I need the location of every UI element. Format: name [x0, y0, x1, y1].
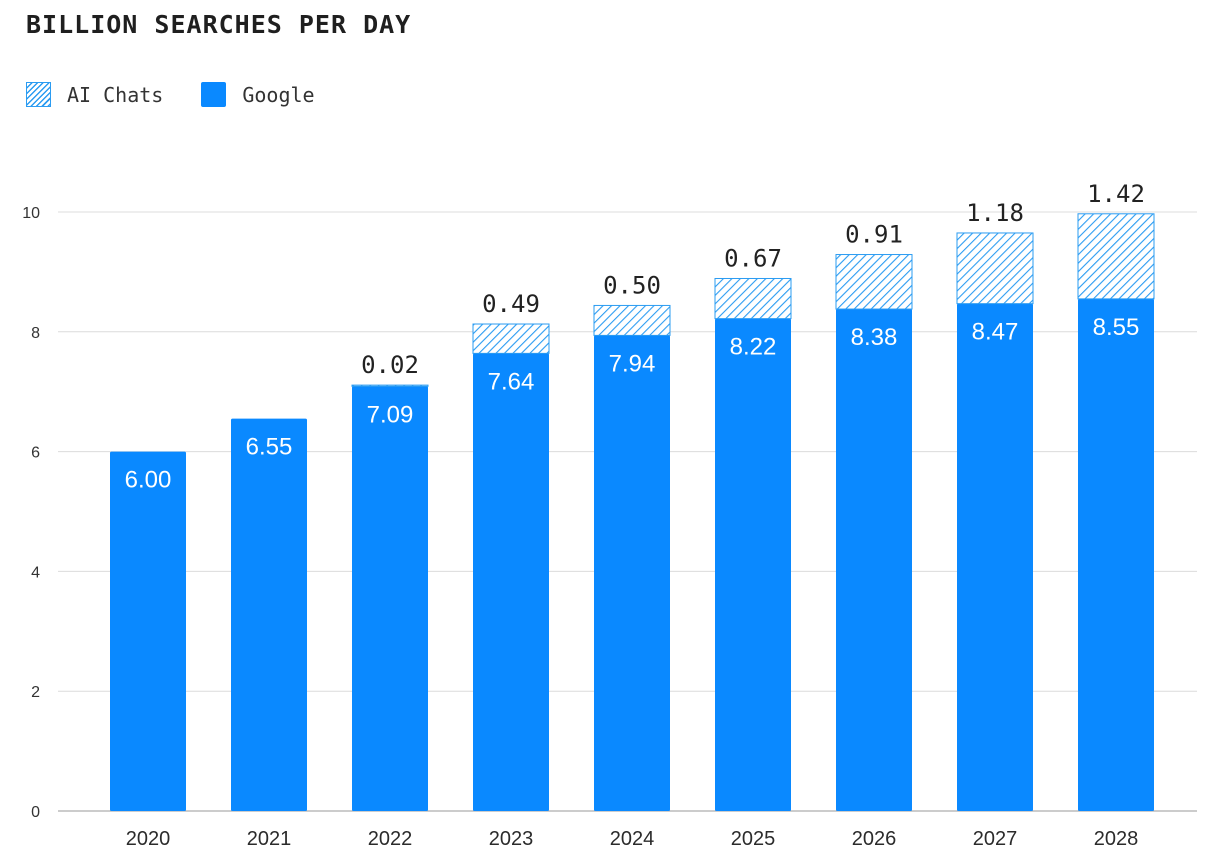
x-tick-label-2027: 2027: [973, 828, 1018, 850]
bar-ai-chats-2027: [956, 232, 1034, 305]
bar-google-2026: [836, 309, 912, 811]
x-tick-label-2026: 2026: [852, 828, 897, 850]
data-label-google-2026: 8.38: [851, 324, 898, 351]
data-label-ai-chats-2025: 0.67: [724, 244, 782, 272]
bar-ai-chats-2023: [472, 323, 550, 354]
data-label-google-2022: 7.09: [367, 401, 414, 428]
data-label-ai-chats-2022: 0.02: [361, 351, 419, 379]
legend-label-google: Google: [242, 82, 315, 107]
y-tick-label-4: 4: [31, 564, 40, 581]
legend-swatch-ai-chats: [26, 82, 51, 107]
x-tick-label-2021: 2021: [247, 828, 292, 850]
bar-google-2025: [715, 318, 791, 811]
legend-label-ai-chats: AI Chats: [67, 82, 164, 107]
x-tick-label-2025: 2025: [731, 828, 776, 850]
x-axis: 2020 2021 2022 2023 2024 2025 2026 2027 2028: [126, 828, 1139, 850]
bar-google-2022: [352, 386, 428, 811]
bar-google-2020: [110, 451, 186, 811]
legend-swatch-google: [201, 82, 227, 107]
bar-ai-chats-2028: [1077, 213, 1155, 300]
y-tick-label-0: 0: [31, 804, 40, 821]
data-label-ai-chats-2026: 0.91: [845, 221, 903, 249]
legend: AI Chats Google: [26, 82, 353, 107]
data-label-ai-chats-2023: 0.49: [482, 290, 540, 318]
data-label-google-2024: 7.94: [609, 350, 656, 377]
data-label-ai-chats-2027: 1.18: [966, 199, 1024, 227]
data-label-google-2028: 8.55: [1093, 314, 1140, 341]
bar-google-2028: [1078, 298, 1154, 812]
y-tick-label-6: 6: [31, 445, 40, 462]
data-label-google-2020: 6.00: [125, 467, 172, 494]
chart-title: BILLION SEARCHES PER DAY: [26, 10, 412, 39]
y-tick-label-8: 8: [31, 325, 40, 342]
y-axis: 0 2 4 6 8 10: [22, 205, 40, 821]
legend-item-google: Google: [201, 82, 315, 107]
data-label-google-2025: 8.22: [730, 334, 777, 361]
bar-google-2023: [473, 353, 549, 811]
y-tick-label-10: 10: [22, 205, 40, 222]
y-tick-label-2: 2: [31, 684, 40, 701]
bar-ai-chats-2024: [593, 304, 671, 336]
bars: [110, 213, 1155, 812]
data-label-google-2027: 8.47: [972, 319, 1019, 346]
data-label-ai-chats-2028: 1.42: [1087, 180, 1145, 208]
x-tick-label-2022: 2022: [368, 828, 413, 850]
x-tick-label-2024: 2024: [610, 828, 655, 850]
legend-item-ai-chats: AI Chats: [26, 82, 163, 107]
data-label-google-2021: 6.55: [246, 434, 293, 461]
bar-google-2024: [594, 335, 670, 811]
bar-ai-chats-2025: [714, 277, 792, 320]
bar-google-2021: [231, 418, 307, 811]
bar-ai-chats-2022: [351, 384, 429, 387]
data-labels: 6.00 6.55 0.02 7.09 0.49 7.64 0.50 7.94 0.67 8.22…: [125, 180, 1145, 494]
x-tick-label-2028: 2028: [1094, 828, 1139, 850]
x-tick-label-2023: 2023: [489, 828, 534, 850]
data-label-ai-chats-2024: 0.50: [603, 271, 661, 299]
data-label-google-2023: 7.64: [488, 368, 535, 395]
bar-ai-chats-2026: [835, 254, 913, 310]
x-tick-label-2020: 2020: [126, 828, 171, 850]
bar-google-2027: [957, 303, 1033, 811]
